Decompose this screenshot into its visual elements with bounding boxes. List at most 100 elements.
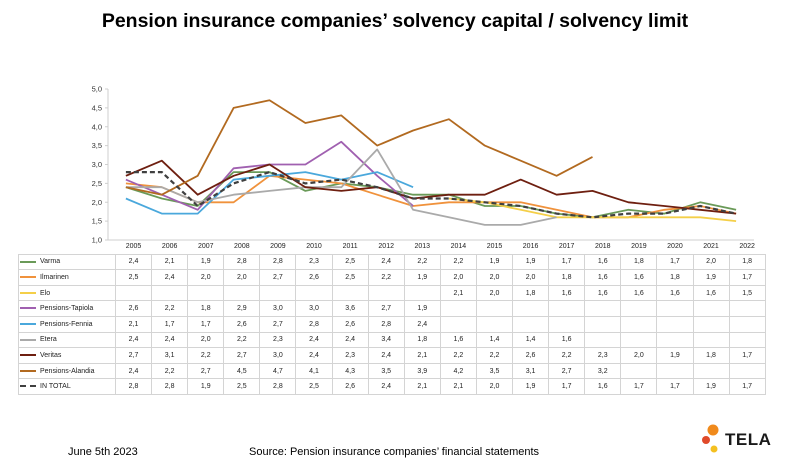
data-label: 2,5 [114,269,153,286]
x-tick-label: 2014 [440,239,477,255]
data-label: 3,4 [367,331,405,349]
data-label: 2,0 [223,269,261,286]
data-label: 1,4 [475,331,514,349]
x-tick-label: 2012 [368,239,405,255]
data-label: 2,0 [475,284,514,302]
legend-key [20,260,36,263]
data-label [475,315,514,333]
data-label [584,315,622,333]
data-label [620,362,658,380]
data-label: 2,1 [439,284,477,302]
data-label: 2,2 [548,347,586,364]
data-label: 2,8 [259,378,297,395]
legend-label: Etera [40,336,57,344]
data-label: 2,1 [151,253,189,271]
data-label: 4,1 [295,362,333,380]
x-tick-label: 2015 [476,239,513,255]
legend-label: Veritas [40,351,62,359]
legend-label: Pensions-Alandia [40,367,95,375]
data-label: 2,5 [331,269,369,286]
data-label: 2,3 [584,347,622,364]
data-label: 4,5 [223,362,261,380]
series-elo [448,197,737,222]
data-label: 1,9 [403,269,441,286]
series-line [125,171,737,219]
data-label [367,284,405,302]
legend-entry: IN TOTAL [18,378,116,395]
axis-layer: 1,0 1,5 2,0 2,5 3,0 3,5 4,0 4,5 5,0 [92,85,754,245]
data-label: 1,8 [548,269,586,286]
logo-dot-red [702,436,710,444]
data-label [223,284,261,302]
data-label: 2,9 [223,300,261,317]
series-line [125,171,737,219]
data-label: 1,6 [692,284,730,302]
data-label: 1,9 [512,253,550,271]
series-line [125,171,414,215]
data-label: 2,4 [151,331,189,349]
data-label: 1,8 [656,269,694,286]
data-label: 2,7 [187,362,225,380]
table-row: Ilmarinen 2,5 2,4 2,0 2,0 2,7 2,6 2,5 2,2 1,9 2,0 2… [18,269,766,286]
legend-key [20,276,36,279]
x-tick-label: 2005 [115,239,152,255]
data-label [692,300,730,317]
legend-label: Ilmarinen [40,273,69,281]
footer-source: Source: Pension insurance companies’ fin… [249,446,540,458]
data-label: 3,0 [259,300,297,317]
data-label: 2,2 [367,269,405,286]
data-label: 1,8 [187,300,225,317]
data-label: 2,4 [114,331,153,349]
data-label [259,284,297,302]
x-tick-label: 2011 [332,239,369,255]
table-row: Etera 2,4 2,4 2,0 2,2 2,3 2,4 2,4 3,4 1,8 1,6 1,4 1,… [18,331,766,349]
data-label [548,300,586,317]
x-tick-label: 2021 [693,239,730,255]
tela-logo [702,424,719,453]
data-label: 2,6 [512,347,550,364]
data-label: 2,4 [295,331,333,349]
series-etera [125,148,557,226]
data-label: 1,7 [151,315,189,333]
data-label [331,284,369,302]
data-label [548,315,586,333]
legend-label: Elo [40,289,51,297]
data-label: 2,0 [475,269,514,286]
legend-key [20,369,36,372]
data-label: 3,2 [584,362,622,380]
legend-key [20,354,36,357]
data-label: 1,8 [728,253,766,271]
data-label: 2,8 [295,315,333,333]
chart-title: Pension insurance companies’ solvency ca… [101,10,689,32]
data-label: 2,0 [187,331,225,349]
x-tick-label: 2016 [512,239,549,255]
data-label: 1,7 [656,378,694,395]
legend-label: Pensions-Fennia [40,320,93,328]
data-label [656,362,694,380]
data-label: 3,1 [151,347,189,364]
data-label: 2,2 [187,347,225,364]
data-label: 1,6 [620,269,658,286]
data-label [439,315,477,333]
y-tick-label: 3,5 [92,141,102,150]
data-label [403,284,441,302]
data-label: 3,0 [259,347,297,364]
logo-dot-yellow [710,445,718,453]
data-label: 2,8 [114,378,153,395]
table-row: Pensions-Fennia 2,1 1,7 1,7 2,6 2,7 2,8 2,6 2,8 2… [18,315,766,333]
data-label: 1,6 [620,284,658,302]
series-veritas [125,159,737,215]
data-label: 2,4 [367,253,405,271]
x-tick-label: 2007 [187,239,224,255]
data-label [584,331,622,349]
data-label: 2,2 [439,347,477,364]
data-label: 2,7 [223,347,261,364]
y-tick-label: 2,0 [92,198,102,207]
data-label: 2,4 [367,347,405,364]
data-label: 1,6 [548,284,586,302]
table-row: Elo 2,1 2,0 1,8 1,6 1,6 1,6 1,6 1,6 1,5 [18,284,766,302]
data-label [692,331,730,349]
data-label: 2,3 [295,253,333,271]
legend-entry: Ilmarinen [18,269,116,286]
